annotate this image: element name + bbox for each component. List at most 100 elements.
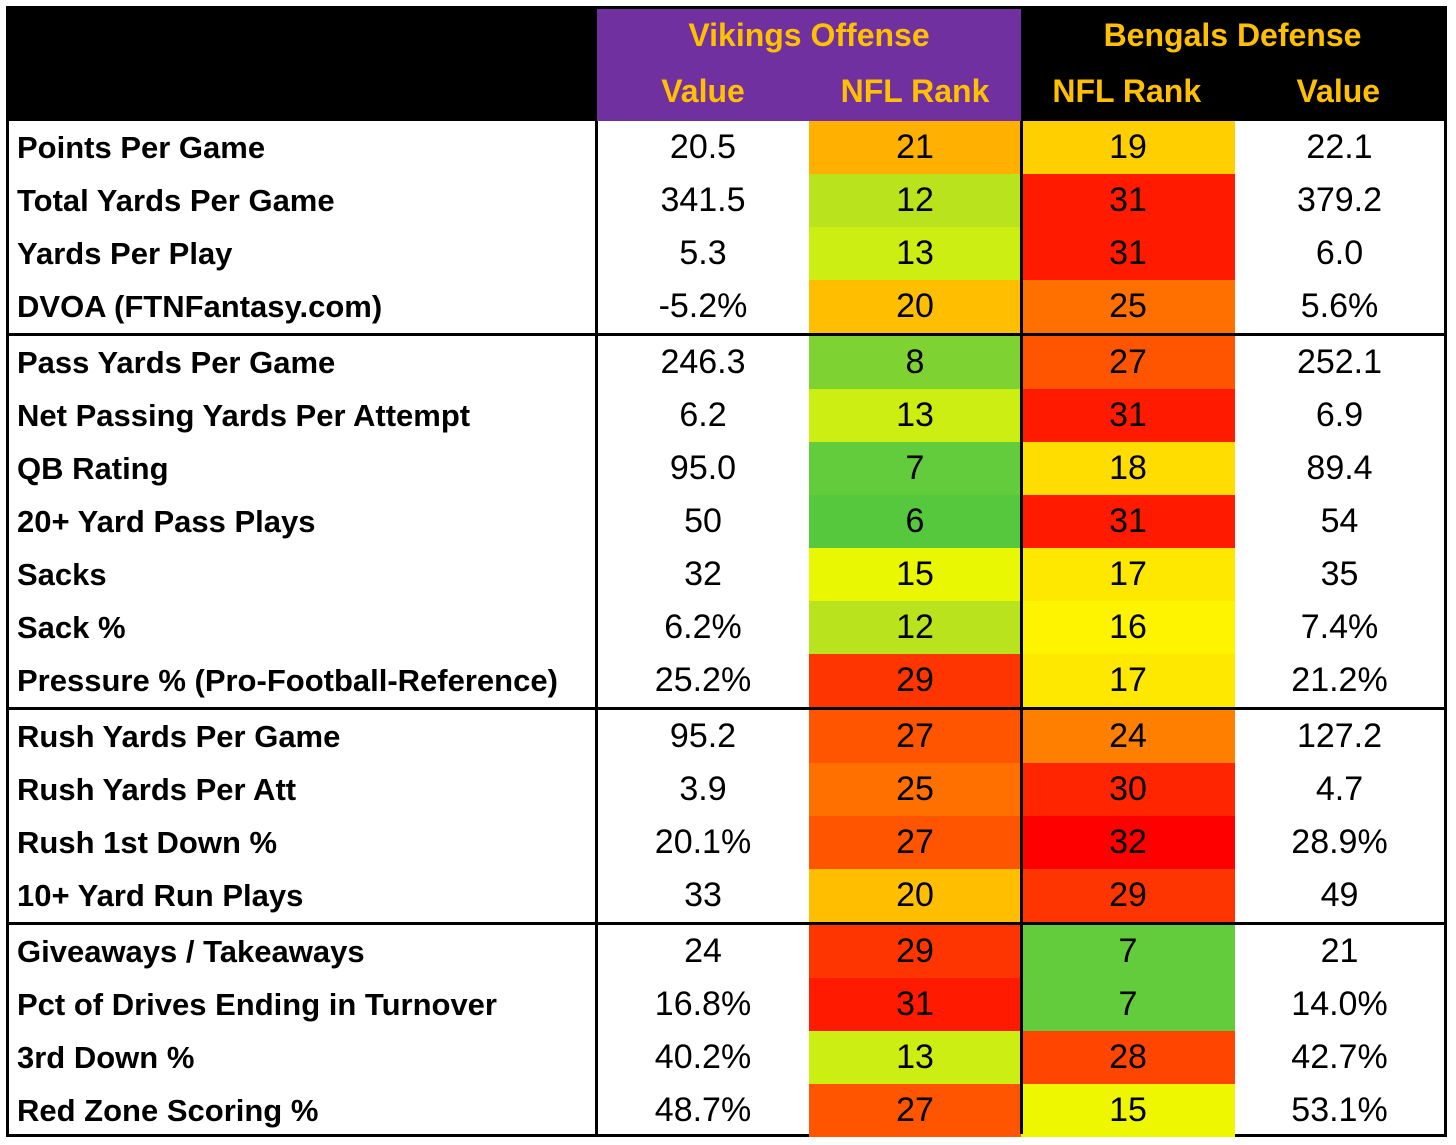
offense-rank: 31 bbox=[809, 978, 1021, 1031]
offense-value: 16.8% bbox=[654, 985, 752, 1023]
offense-value: -5.2% bbox=[658, 287, 748, 325]
defense-value: 379.2 bbox=[1296, 181, 1383, 219]
defense-value: 35 bbox=[1320, 555, 1359, 593]
defense-rank: 30 bbox=[1021, 763, 1235, 816]
defense-value: 252.1 bbox=[1296, 343, 1383, 381]
offense-rank: 6 bbox=[809, 495, 1021, 548]
offense-value: 3.9 bbox=[679, 770, 727, 808]
stat-label: Rush Yards Per Att bbox=[17, 772, 297, 807]
bengals-defense-title: Bengals Defense bbox=[1103, 17, 1362, 53]
stat-label: QB Rating bbox=[17, 451, 169, 486]
section-divider bbox=[9, 707, 1444, 710]
offense-rank: 12 bbox=[809, 601, 1021, 654]
defense-value: 22.1 bbox=[1306, 128, 1373, 166]
offense-value: 48.7% bbox=[654, 1091, 752, 1129]
defense-value: 14.0% bbox=[1291, 985, 1388, 1023]
defense-rank: 17 bbox=[1021, 654, 1235, 707]
defense-value: 49 bbox=[1320, 876, 1359, 914]
defense-rank: 31 bbox=[1021, 389, 1235, 442]
section-divider bbox=[9, 922, 1444, 925]
defense-value: 42.7% bbox=[1291, 1038, 1388, 1076]
defense-value: 54 bbox=[1320, 502, 1359, 540]
stat-row: Rush Yards Per Att 3.9 25 30 4.7 bbox=[9, 763, 1444, 816]
defense-rank: 17 bbox=[1021, 548, 1235, 601]
offense-rank: 29 bbox=[809, 925, 1021, 978]
offense-value: 6.2 bbox=[679, 396, 727, 434]
offense-rank: 27 bbox=[809, 816, 1021, 869]
stat-row: Rush Yards Per Game 95.2 27 24 127.2 bbox=[9, 710, 1444, 763]
defense-rank: 25 bbox=[1021, 280, 1235, 333]
stat-label: Yards Per Play bbox=[17, 236, 233, 271]
defense-rank: 18 bbox=[1021, 442, 1235, 495]
offense-rank: 27 bbox=[809, 710, 1021, 763]
stat-row: QB Rating 95.0 7 18 89.4 bbox=[9, 442, 1444, 495]
stat-row: DVOA (FTNFantasy.com) -5.2% 20 25 5.6% bbox=[9, 280, 1444, 333]
offense-rank: 13 bbox=[809, 1031, 1021, 1084]
offense-rank: 27 bbox=[809, 1084, 1021, 1137]
defense-rank: 7 bbox=[1021, 978, 1235, 1031]
offense-rank: 20 bbox=[809, 869, 1021, 922]
defense-value: 6.0 bbox=[1315, 234, 1364, 272]
stat-row: Sack % 6.2% 12 16 7.4% bbox=[9, 601, 1444, 654]
stat-label: Sack % bbox=[17, 610, 126, 645]
stat-label: Red Zone Scoring % bbox=[17, 1093, 319, 1128]
stat-row: Giveaways / Takeaways 24 29 7 21 bbox=[9, 925, 1444, 978]
stat-row: Sacks 32 15 17 35 bbox=[9, 548, 1444, 601]
offense-rank: 12 bbox=[809, 174, 1021, 227]
vikings-offense-title: Vikings Offense bbox=[688, 17, 930, 53]
defense-rank: 24 bbox=[1021, 710, 1235, 763]
offense-value: 246.3 bbox=[660, 343, 746, 381]
stat-label: Total Yards Per Game bbox=[17, 183, 335, 218]
defense-value: 5.6% bbox=[1300, 287, 1379, 325]
offense-rank: 15 bbox=[809, 548, 1021, 601]
defense-value: 89.4 bbox=[1306, 449, 1373, 487]
offense-rank: 13 bbox=[809, 389, 1021, 442]
stat-label: Giveaways / Takeaways bbox=[17, 934, 365, 969]
defense-rank: 16 bbox=[1021, 601, 1235, 654]
defense-rank: 15 bbox=[1021, 1084, 1235, 1137]
offense-value: 95.0 bbox=[669, 449, 737, 487]
defense-value: 21 bbox=[1320, 932, 1359, 970]
stat-label: Points Per Game bbox=[17, 130, 266, 165]
offense-value: 20.5 bbox=[669, 128, 737, 166]
stat-row: Points Per Game 20.5 21 19 22.1 bbox=[9, 121, 1444, 174]
defense-rank: 31 bbox=[1021, 174, 1235, 227]
defense-rank: 28 bbox=[1021, 1031, 1235, 1084]
defense-rank: 32 bbox=[1021, 816, 1235, 869]
bengals-defense-header: Bengals Defense NFL Rank Value bbox=[1021, 9, 1444, 121]
defense-rank: 29 bbox=[1021, 869, 1235, 922]
section-divider bbox=[9, 333, 1444, 336]
offense-value: 33 bbox=[684, 876, 722, 914]
offense-value: 25.2% bbox=[654, 661, 752, 699]
stat-label: Pressure % (Pro-Football-Reference) bbox=[17, 663, 558, 698]
defense-value: 53.1% bbox=[1291, 1091, 1388, 1129]
stat-label: DVOA (FTNFantasy.com) bbox=[17, 289, 383, 324]
vikings-rank-header: NFL Rank bbox=[840, 73, 990, 109]
stat-row: Rush 1st Down % 20.1% 27 32 28.9% bbox=[9, 816, 1444, 869]
stat-label: Rush 1st Down % bbox=[17, 825, 278, 860]
defense-rank: 19 bbox=[1021, 121, 1235, 174]
column-divider bbox=[1020, 121, 1023, 1134]
column-divider bbox=[595, 121, 598, 1134]
offense-rank: 29 bbox=[809, 654, 1021, 707]
stat-row: 20+ Yard Pass Plays 50 6 31 54 bbox=[9, 495, 1444, 548]
stat-label: Pct of Drives Ending in Turnover bbox=[17, 987, 497, 1022]
offense-value: 341.5 bbox=[660, 181, 746, 219]
offense-value: 20.1% bbox=[654, 823, 752, 861]
offense-rank: 21 bbox=[809, 121, 1021, 174]
offense-rank: 25 bbox=[809, 763, 1021, 816]
defense-value: 4.7 bbox=[1315, 770, 1364, 808]
offense-value: 40.2% bbox=[654, 1038, 752, 1076]
offense-rank: 8 bbox=[809, 336, 1021, 389]
offense-value: 50 bbox=[684, 502, 722, 540]
offense-value: 5.3 bbox=[679, 234, 727, 272]
offense-rank: 7 bbox=[809, 442, 1021, 495]
stat-label: Pass Yards Per Game bbox=[17, 345, 336, 380]
header-blank bbox=[9, 9, 597, 121]
defense-value: 28.9% bbox=[1291, 823, 1388, 861]
stat-label: 3rd Down % bbox=[17, 1040, 195, 1075]
bengals-rank-header: NFL Rank bbox=[1052, 73, 1202, 109]
bengals-value-header: Value bbox=[1296, 73, 1381, 109]
defense-rank: 27 bbox=[1021, 336, 1235, 389]
stat-row: 3rd Down % 40.2% 13 28 42.7% bbox=[9, 1031, 1444, 1084]
